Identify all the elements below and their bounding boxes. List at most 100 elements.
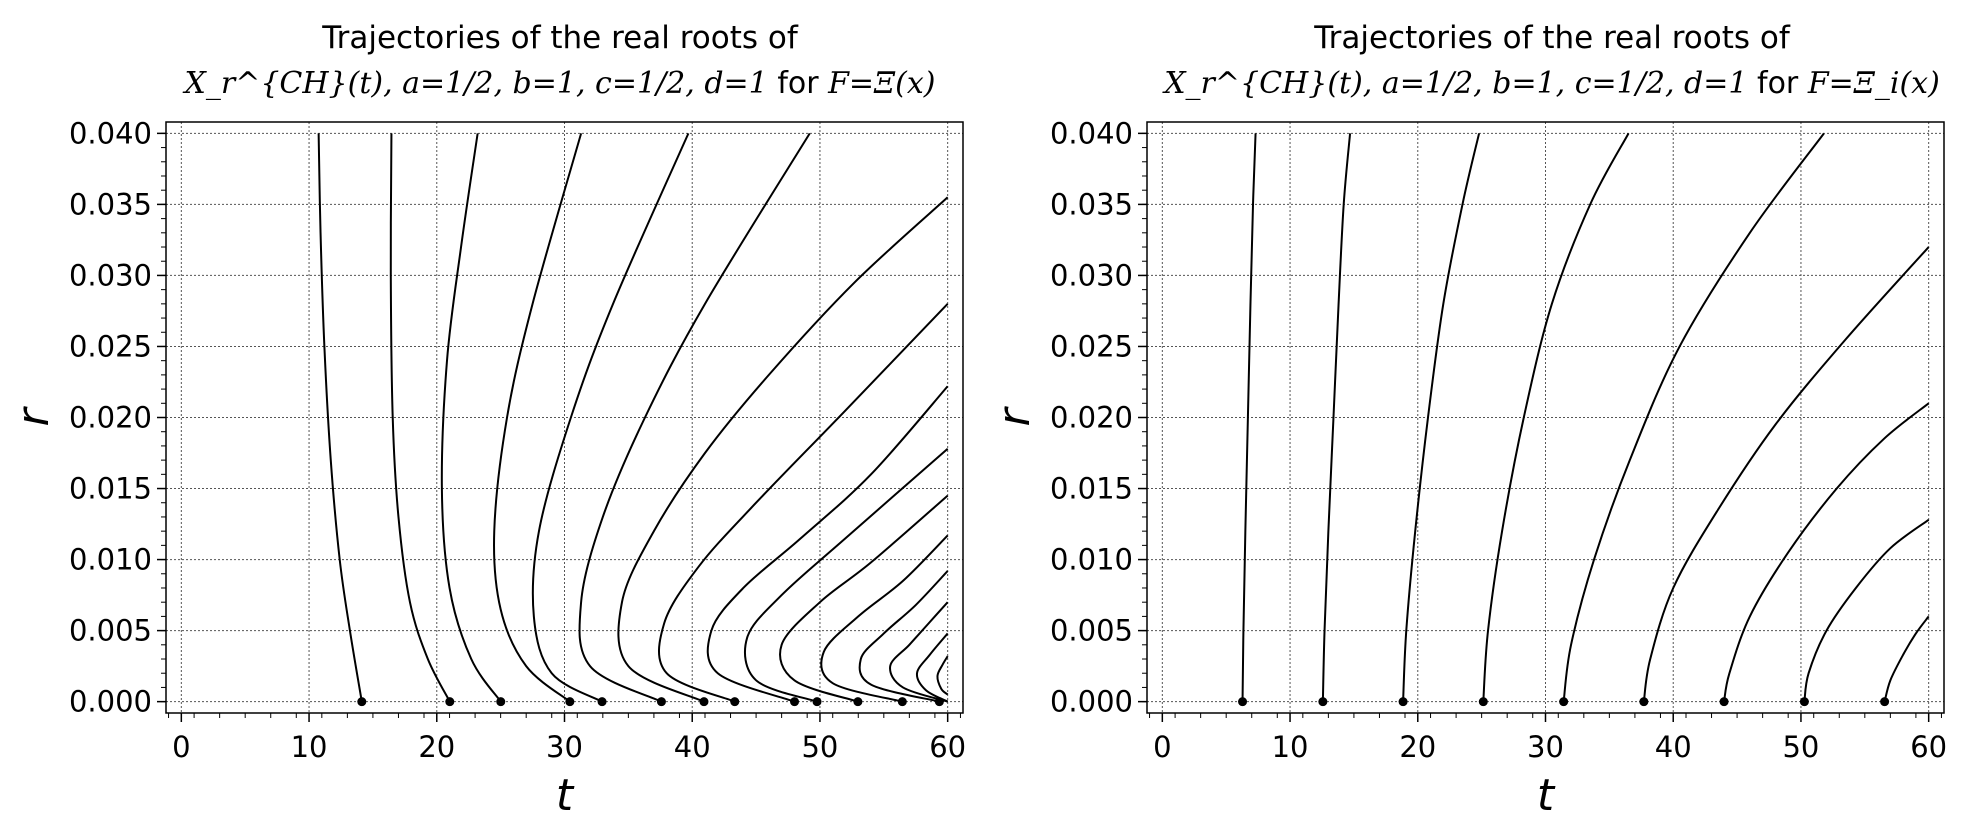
chart1-root-point xyxy=(445,697,455,707)
chart2-series-line-3 xyxy=(1402,133,1481,702)
chart1-root-point xyxy=(357,697,367,707)
chart1-xtick-label: 20 xyxy=(418,730,455,764)
chart1-xlabel: t xyxy=(556,770,575,821)
chart2-xtick-label: 60 xyxy=(1910,730,1947,764)
chart2-root-point xyxy=(1398,697,1408,707)
chart1-root-point xyxy=(565,697,575,707)
chart1-root-point xyxy=(656,697,666,707)
chart2-ytick-label: 0.010 xyxy=(1050,543,1133,577)
chart1-series-line-11 xyxy=(779,494,949,703)
chart1-xtick-label: 40 xyxy=(674,730,711,764)
chart1-grid xyxy=(166,122,963,713)
chart2-ytick-label: 0.040 xyxy=(1050,116,1133,150)
chart2-root-point xyxy=(1318,697,1328,707)
chart2-ylabel: r xyxy=(989,406,1040,427)
chart1-ytick-label: 0.010 xyxy=(69,543,152,577)
chart2-xtick-label: 30 xyxy=(1527,730,1564,764)
chart1-subtitle-for: for xyxy=(777,66,819,101)
chart2-subtitle-func: F=Ξ_i(x) xyxy=(1807,66,1940,101)
chart1-subtitle-math: X_r^{CH}(t), a=1/2, b=1, c=1/2, d=1 xyxy=(184,66,768,101)
chart2-xlabel: t xyxy=(1537,770,1556,821)
chart2-series-line-1 xyxy=(1241,133,1257,702)
chart2-root-point xyxy=(1559,697,1569,707)
chart1-root-point xyxy=(853,697,863,707)
chart2-xtick-label: 40 xyxy=(1655,730,1692,764)
chart1-series-line-13 xyxy=(858,570,949,703)
chart1-title: Trajectories of the real roots of xyxy=(322,20,798,56)
chart1-root-point xyxy=(934,697,944,707)
chart2-series-line-9 xyxy=(1883,615,1930,702)
chart2-series-line-8 xyxy=(1803,518,1930,702)
chart2-axes-frame xyxy=(1146,121,1945,714)
chart2-ytick-label: 0.035 xyxy=(1050,187,1133,221)
chart1-xtick-label: 10 xyxy=(291,730,328,764)
chart1-root-point xyxy=(897,697,907,707)
chart1-xtick-label: 30 xyxy=(546,730,583,764)
chart1-series-line-16 xyxy=(936,655,949,696)
chart1-root-point xyxy=(496,697,506,707)
chart2-title: Trajectories of the real roots of xyxy=(1314,20,1790,56)
chart1-xtick-label: 50 xyxy=(801,730,838,764)
chart1-ytick-label: 0.025 xyxy=(69,329,152,363)
chart1-ytick-label: 0.020 xyxy=(69,401,152,435)
chart1-series-line-6 xyxy=(578,132,811,703)
chart1-series-line-8 xyxy=(657,303,949,703)
chart1-ytick-label: 0.000 xyxy=(69,685,152,719)
chart1-series-line-9 xyxy=(706,385,949,703)
chart2-ytick-label: 0.030 xyxy=(1050,258,1133,292)
chart1-series-line-15 xyxy=(916,632,949,703)
chart1-series-line-4 xyxy=(493,133,583,703)
chart1-plot: 0 10 20 30 40 50 60 0.000 0.005 0.010 0.015 0.020 0.… xyxy=(8,116,966,821)
chart1-subtitle: X_r^{CH}(t), a=1/2, b=1, c=1/2, d=1 for … xyxy=(160,66,960,101)
chart1-xtick-label: 0 xyxy=(172,730,190,764)
chart2-subtitle-for: for xyxy=(1757,66,1799,101)
chart2-series-line-6 xyxy=(1642,246,1930,702)
chart1-ytick-label: 0.035 xyxy=(69,187,152,221)
chart1-series-line-14 xyxy=(889,601,949,703)
chart2-series-line-2 xyxy=(1321,133,1352,702)
chart1-series-group xyxy=(317,132,949,703)
chart1-series-line-5 xyxy=(531,132,690,703)
chart2-grid xyxy=(1147,122,1944,713)
chart2-ytick-label: 0.005 xyxy=(1050,614,1133,648)
chart2-xtick-label: 50 xyxy=(1782,730,1819,764)
chart2-root-point xyxy=(1799,697,1809,707)
chart1-series-line-1 xyxy=(317,133,363,702)
chart2-ytick-label: 0.015 xyxy=(1050,472,1133,506)
chart2-series-group xyxy=(1241,132,1930,702)
chart2-root-point xyxy=(1238,697,1248,707)
chart1-ylabel: r xyxy=(8,406,59,427)
chart2-xtick-label: 10 xyxy=(1272,730,1309,764)
chart1-subtitle-func: F=Ξ(x) xyxy=(828,66,936,101)
chart1-axes-frame xyxy=(165,121,964,714)
chart1-ytick-label: 0.030 xyxy=(69,258,152,292)
chart2-series-line-5 xyxy=(1562,132,1825,702)
chart1-series-line-12 xyxy=(820,534,949,703)
chart2-series-line-4 xyxy=(1482,132,1630,702)
chart1-root-point xyxy=(730,697,740,707)
chart2-root-point xyxy=(1478,697,1488,707)
chart1-series-line-10 xyxy=(744,448,949,703)
chart2-ytick-label: 0.025 xyxy=(1050,329,1133,363)
chart2-series-line-7 xyxy=(1723,402,1930,702)
chart2-xtick-label: 0 xyxy=(1153,730,1171,764)
chart2-xtick-label: 20 xyxy=(1399,730,1436,764)
chart1-series-line-7 xyxy=(617,196,949,703)
chart2-root-point xyxy=(1639,697,1649,707)
chart2-root-point xyxy=(1880,697,1890,707)
chart1-series-line-3 xyxy=(440,133,502,703)
chart1-root-point xyxy=(597,697,607,707)
chart2-ytick-label: 0.000 xyxy=(1050,685,1133,719)
chart1-root-point xyxy=(699,697,709,707)
chart1-series-line-2 xyxy=(389,133,451,703)
chart1-root-point xyxy=(812,697,822,707)
chart1-ytick-label: 0.005 xyxy=(69,614,152,648)
chart1-xtick-label: 60 xyxy=(929,730,966,764)
chart1-root-point xyxy=(790,697,800,707)
chart2-ytick-label: 0.020 xyxy=(1050,401,1133,435)
chart2-plot: 0 10 20 30 40 50 60 0.000 0.005 0.010 0.015 0.020 0.… xyxy=(989,116,1947,821)
chart1-ytick-label: 0.015 xyxy=(69,472,152,506)
chart2-subtitle: X_r^{CH}(t), a=1/2, b=1, c=1/2, d=1 for … xyxy=(1152,66,1952,101)
chart1-ytick-label: 0.040 xyxy=(69,116,152,150)
